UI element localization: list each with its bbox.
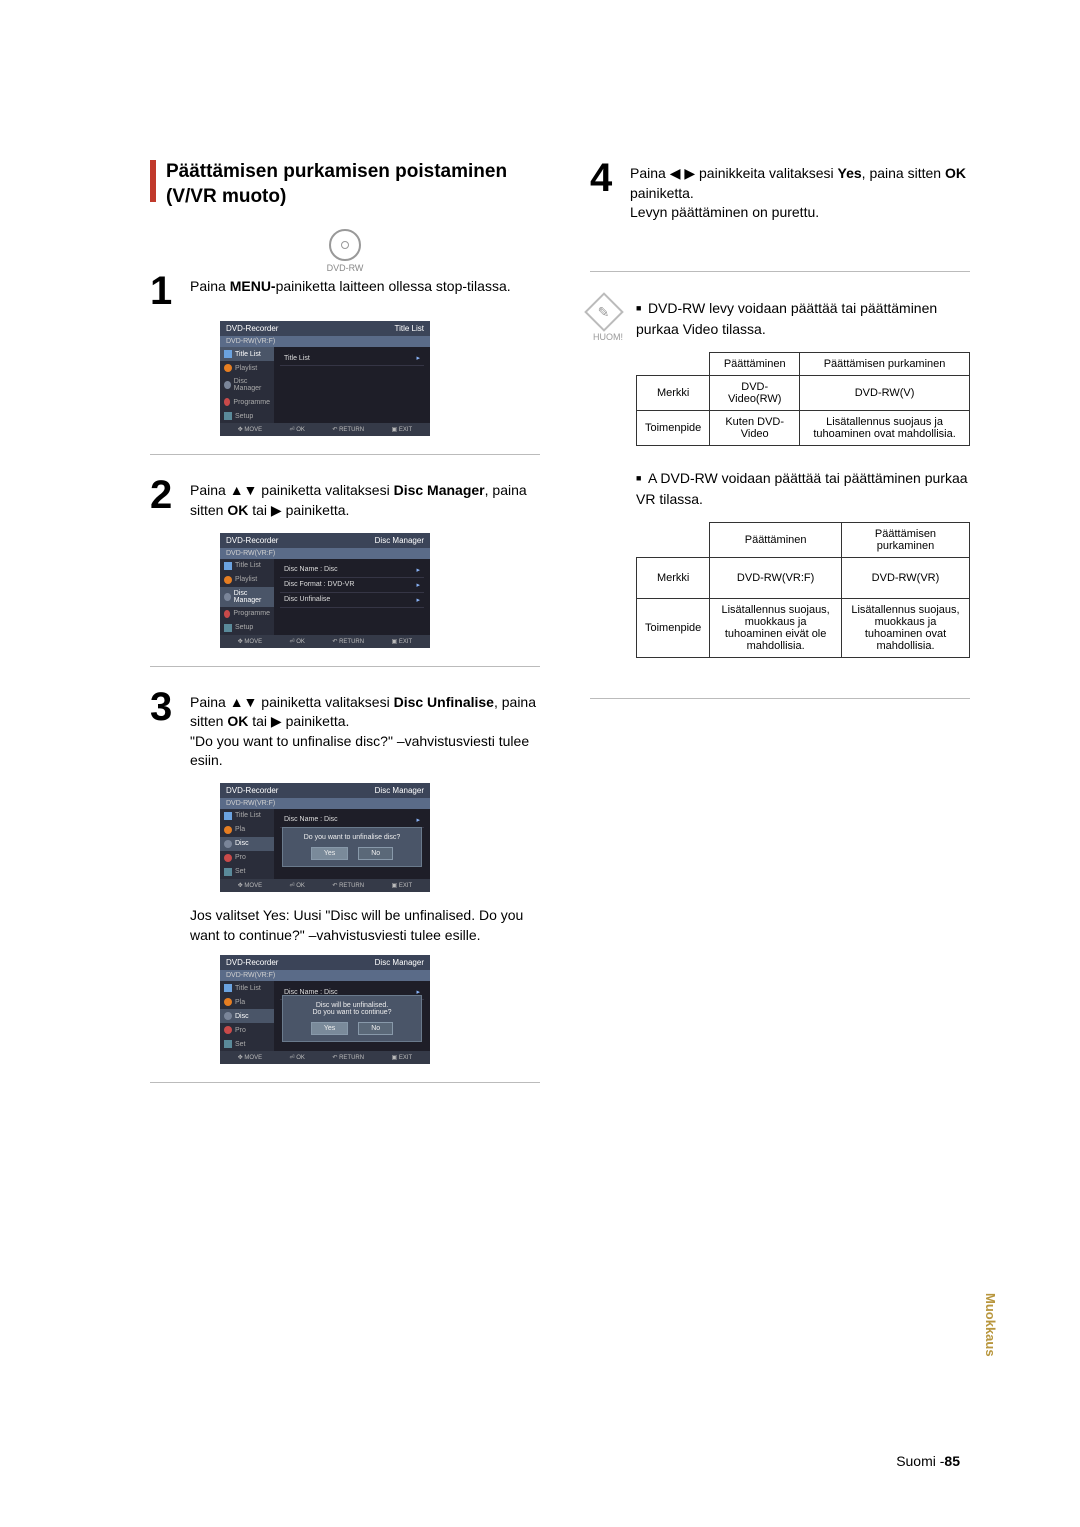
divider	[590, 698, 970, 699]
note-label: HUOM!	[590, 332, 626, 342]
page-footer: Suomi -85	[896, 1453, 960, 1469]
screenshot-3: DVD-Recorder Disc Manager DVD-RW(VR:F) T…	[220, 783, 430, 892]
setup-icon	[224, 412, 232, 420]
step-text: Paina ▲▼ painiketta valitaksesi Disc Unf…	[190, 689, 540, 771]
screenshot-4: DVD-Recorder Disc Manager DVD-RW(VR:F) T…	[220, 955, 430, 1064]
note-bullet: A DVD-RW voidaan päättää tai päättäminen…	[636, 468, 970, 510]
section-header: Päättämisen purkamisen poistaminen (V/VR…	[150, 160, 540, 209]
right-column: 4 Paina ◀ ▶ painikkeita valitaksesi Yes,…	[590, 160, 970, 1105]
side-tab: Muokkaus	[983, 1293, 998, 1357]
yes-button: Yes	[311, 1022, 348, 1035]
disc-icon	[224, 381, 231, 389]
programme-icon	[224, 398, 230, 406]
note-block: ✎ HUOM! DVD-RW levy voidaan päättää tai …	[590, 298, 970, 680]
disc-badge: DVD-RW	[150, 229, 540, 273]
step-number: 1	[150, 273, 182, 309]
caption-step3: Jos valitset Yes: Uusi "Disc will be unf…	[190, 906, 540, 945]
step-number: 3	[150, 689, 182, 725]
divider	[150, 454, 540, 455]
setup-icon	[224, 868, 232, 876]
section-title: Päättämisen purkamisen poistaminen (V/VR…	[166, 160, 540, 209]
step-number: 2	[150, 477, 182, 513]
yes-button: Yes	[311, 847, 348, 860]
step-number: 4	[590, 160, 622, 196]
disc-badge-label: DVD-RW	[150, 263, 540, 273]
programme-icon	[224, 1026, 232, 1034]
step-2: 2 Paina ▲▼ painiketta valitaksesi Disc M…	[150, 477, 540, 520]
no-button: No	[358, 847, 393, 860]
play-icon	[224, 998, 232, 1006]
programme-icon	[224, 854, 232, 862]
step-1: 1 Paina MENU-painiketta laitteen ollessa…	[150, 273, 540, 309]
step-text: Paina ◀ ▶ painikkeita valitaksesi Yes, p…	[630, 160, 970, 223]
divider	[150, 666, 540, 667]
step-3: 3 Paina ▲▼ painiketta valitaksesi Disc U…	[150, 689, 540, 771]
disc-icon	[224, 1012, 232, 1020]
disc-icon	[224, 593, 231, 601]
step-4: 4 Paina ◀ ▶ painikkeita valitaksesi Yes,…	[590, 160, 970, 223]
play-icon	[224, 826, 232, 834]
divider	[150, 1082, 540, 1083]
setup-icon	[224, 624, 232, 632]
note-icon: ✎	[584, 292, 624, 332]
section-accent-bar	[150, 160, 156, 202]
note-bullet: DVD-RW levy voidaan päättää tai päättämi…	[636, 298, 970, 340]
divider	[590, 271, 970, 272]
list-icon	[224, 812, 232, 820]
list-icon	[224, 350, 232, 358]
play-icon	[224, 576, 232, 584]
disc-rw-icon	[329, 229, 361, 261]
screenshot-1: DVD-Recorder Title List DVD-RW(VR:F) Tit…	[220, 321, 430, 436]
left-column: Päättämisen purkamisen poistaminen (V/VR…	[150, 160, 540, 1105]
play-icon	[224, 364, 232, 372]
list-icon	[224, 562, 232, 570]
disc-icon	[224, 840, 232, 848]
screenshot-2: DVD-Recorder Disc Manager DVD-RW(VR:F) T…	[220, 533, 430, 648]
table-vr-mode: Päättäminen Päättämisen purkaminen Merkk…	[636, 522, 970, 658]
setup-icon	[224, 1040, 232, 1048]
step-text: Paina MENU-painiketta laitteen ollessa s…	[190, 273, 511, 297]
programme-icon	[224, 610, 230, 618]
list-icon	[224, 984, 232, 992]
no-button: No	[358, 1022, 393, 1035]
table-video-mode: Päättäminen Päättämisen purkaminen Merkk…	[636, 352, 970, 446]
step-text: Paina ▲▼ painiketta valitaksesi Disc Man…	[190, 477, 540, 520]
